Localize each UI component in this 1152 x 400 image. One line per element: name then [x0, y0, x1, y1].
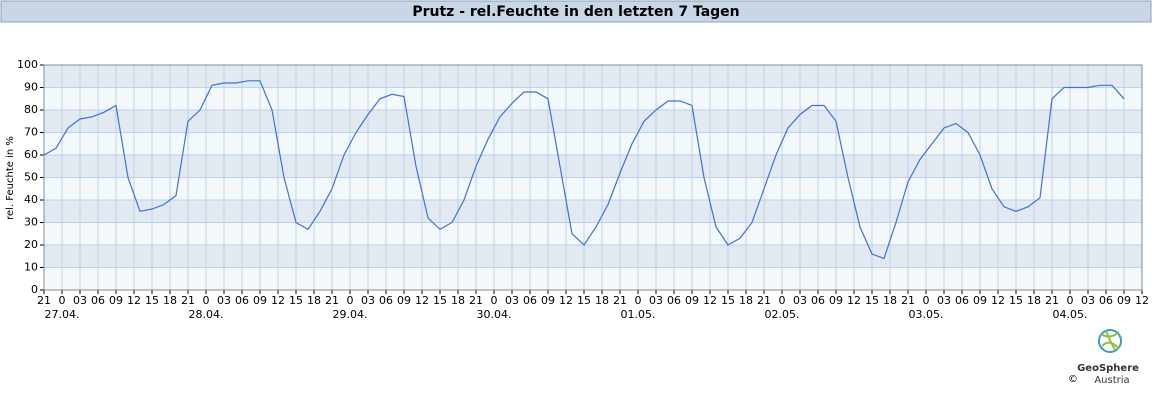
x-tick-label: 18: [307, 294, 321, 307]
grid-band: [44, 245, 1142, 268]
x-tick-label: 15: [721, 294, 735, 307]
x-tick-label: 03: [793, 294, 807, 307]
x-tick-label: 21: [181, 294, 195, 307]
x-tick-label: 15: [145, 294, 159, 307]
x-tick-label: 06: [667, 294, 681, 307]
copyright: ©: [1068, 374, 1078, 385]
x-tick-label: 12: [847, 294, 861, 307]
x-tick-label: 06: [379, 294, 393, 307]
logo: GeoSphere Austria ©: [1068, 329, 1139, 386]
y-tick-label: 100: [17, 58, 38, 71]
grid-band: [44, 110, 1142, 133]
grid-band: [44, 155, 1142, 178]
x-tick-label: 0: [347, 294, 354, 307]
x-tick-label: 06: [811, 294, 825, 307]
x-tick-label: 0: [1067, 294, 1074, 307]
x-tick-label: 03: [649, 294, 663, 307]
title-bar: [0, 0, 1152, 23]
x-tick-label: 15: [1009, 294, 1023, 307]
x-tick-label: 18: [739, 294, 753, 307]
x-date-label: 29.04.: [333, 308, 368, 321]
x-tick-label: 09: [397, 294, 411, 307]
x-date-label: 28.04.: [189, 308, 224, 321]
y-tick-label: 30: [24, 216, 38, 229]
x-date-label: 02.05.: [765, 308, 800, 321]
x-tick-label: 06: [91, 294, 105, 307]
x-tick-label: 15: [577, 294, 591, 307]
y-tick-label: 20: [24, 238, 38, 251]
x-tick-label: 09: [685, 294, 699, 307]
x-tick-label: 18: [163, 294, 177, 307]
x-tick-label: 03: [361, 294, 375, 307]
x-tick-label: 12: [991, 294, 1005, 307]
x-tick-label: 06: [235, 294, 249, 307]
x-tick-label: 03: [73, 294, 87, 307]
x-tick-label: 06: [955, 294, 969, 307]
grid-band: [44, 65, 1142, 88]
x-tick-label: 21: [325, 294, 339, 307]
chart-title: Prutz - rel.Feuchte in den letzten 7 Tag…: [412, 4, 739, 20]
y-tick-label: 60: [24, 148, 38, 161]
x-tick-label: 15: [433, 294, 447, 307]
x-tick-label: 21: [1045, 294, 1059, 307]
x-tick-label: 18: [451, 294, 465, 307]
y-tick-label: 10: [24, 261, 38, 274]
x-tick-label: 0: [779, 294, 786, 307]
x-date-label: 27.04.: [45, 308, 80, 321]
x-tick-label: 12: [271, 294, 285, 307]
logo-icon: [1100, 330, 1120, 351]
y-tick-label: 70: [24, 126, 38, 139]
x-tick-label: 06: [1099, 294, 1113, 307]
x-tick-label: 09: [829, 294, 843, 307]
x-date-label: 01.05.: [621, 308, 656, 321]
plot-frame: [43, 64, 1143, 291]
x-tick-label: 0: [491, 294, 498, 307]
x-tick-label: 0: [59, 294, 66, 307]
x-tick-label: 09: [109, 294, 123, 307]
y-axis-label: rel. Feuchte in %: [5, 136, 16, 220]
x-date-label: 04.05.: [1053, 308, 1088, 321]
x-tick-label: 12: [559, 294, 573, 307]
x-tick-label: 0: [635, 294, 642, 307]
grid-band: [44, 200, 1142, 223]
x-tick-label: 03: [937, 294, 951, 307]
x-tick-label: 18: [883, 294, 897, 307]
x-tick-label: 12: [127, 294, 141, 307]
x-tick-label: 15: [865, 294, 879, 307]
x-tick-label: 12: [1135, 294, 1149, 307]
logo-icon: [1098, 329, 1122, 353]
x-tick-label: 0: [923, 294, 930, 307]
x-date-label: 30.04.: [477, 308, 512, 321]
y-tick-label: 80: [24, 103, 38, 116]
x-tick-label: 06: [523, 294, 537, 307]
y-tick-label: 90: [24, 81, 38, 94]
x-tick-label: 21: [757, 294, 771, 307]
logo-country: Austria: [1094, 375, 1129, 386]
x-tick-label: 03: [1081, 294, 1095, 307]
x-tick-label: 0: [203, 294, 210, 307]
x-tick-label: 09: [1117, 294, 1131, 307]
x-date-label: 03.05.: [909, 308, 944, 321]
y-tick-label: 40: [24, 193, 38, 206]
logo-name: GeoSphere: [1077, 363, 1139, 374]
x-tick-label: 09: [253, 294, 267, 307]
x-tick-label: 18: [595, 294, 609, 307]
x-tick-label: 03: [217, 294, 231, 307]
x-tick-label: 03: [505, 294, 519, 307]
x-tick-label: 09: [541, 294, 555, 307]
x-tick-label: 21: [469, 294, 483, 307]
x-tick-label: 12: [703, 294, 717, 307]
y-tick-label: 50: [24, 171, 38, 184]
x-tick-label: 18: [1027, 294, 1041, 307]
x-tick-label: 21: [901, 294, 915, 307]
x-tick-label: 12: [415, 294, 429, 307]
x-tick-label: 21: [613, 294, 627, 307]
x-tick-label: 15: [289, 294, 303, 307]
x-tick-label: 09: [973, 294, 987, 307]
y-tick-label: 0: [31, 283, 38, 296]
data-line: [43, 80, 1125, 260]
x-tick-label: 21: [37, 294, 51, 307]
